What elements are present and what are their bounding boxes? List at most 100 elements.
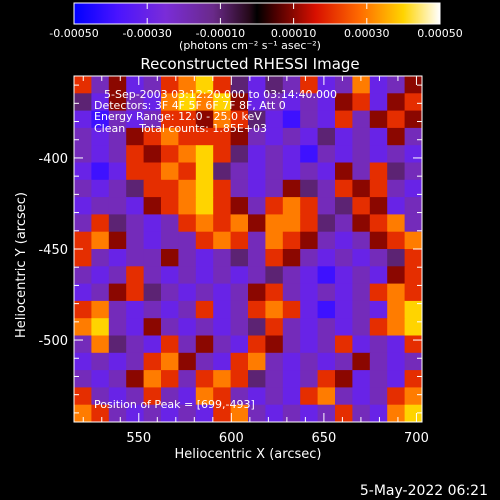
heatmap-cell: [404, 404, 422, 422]
heatmap-cell: [74, 266, 92, 285]
heatmap-cell: [161, 179, 179, 198]
heatmap-cell: [265, 197, 284, 215]
heatmap-cell: [248, 318, 266, 337]
colorbar-tick-label: 0.00050: [417, 27, 463, 40]
heatmap-cell: [335, 404, 353, 422]
heatmap-cell: [108, 318, 127, 337]
heatmap-cell: [335, 335, 353, 354]
heatmap-cell: [352, 197, 371, 215]
heatmap-cell: [108, 266, 127, 285]
heatmap-cell: [369, 318, 388, 337]
heatmap-cell: [230, 370, 249, 388]
heatmap-cell: [161, 318, 179, 337]
heatmap-cell: [369, 335, 388, 354]
heatmap-cell: [404, 179, 422, 198]
heatmap-cell: [282, 127, 301, 146]
heatmap-cell: [387, 249, 406, 267]
heatmap-cell: [213, 249, 232, 267]
heatmap-cell: [74, 179, 92, 198]
heatmap-cell: [282, 318, 301, 337]
heatmap-cell: [282, 162, 301, 181]
heatmap-cell: [161, 93, 179, 112]
heatmap-cell: [265, 404, 284, 422]
axis-ticks: 550 600 650 700 -400 -450 -500: [38, 76, 429, 446]
heatmap-cell: [248, 76, 266, 94]
heatmap-cell: [126, 214, 145, 233]
heatmap-cell: [91, 145, 110, 164]
heatmap-cell: [282, 387, 301, 406]
heatmap-cell: [387, 335, 406, 354]
heatmap-cell: [317, 404, 336, 422]
heatmap-cell: [265, 266, 284, 285]
heatmap-cell: [300, 179, 319, 198]
heatmap-cell: [404, 93, 422, 112]
heatmap-cell: [230, 249, 249, 267]
heatmap-cell: [282, 231, 301, 250]
heatmap-cell: [74, 127, 92, 146]
heatmap-cell: [300, 127, 319, 146]
heatmap-cell: [300, 387, 319, 406]
heatmap-cell: [178, 283, 197, 302]
heatmap-cell: [230, 162, 249, 181]
heatmap-cell: [282, 370, 301, 388]
heatmap-cell: [161, 197, 179, 215]
heatmap-cell: [404, 300, 422, 319]
heatmap-cell: [126, 352, 145, 371]
heatmap-cell: [352, 266, 371, 285]
heatmap-cell: [213, 370, 232, 388]
heatmap-cell: [195, 197, 214, 215]
heatmap-cell: [352, 179, 371, 198]
heatmap-cell: [126, 283, 145, 302]
heatmap-cell: [248, 179, 266, 198]
heatmap-cell: [335, 231, 353, 250]
heatmap-cell: [108, 93, 127, 112]
heatmap-cell: [369, 231, 388, 250]
heatmap-cell: [230, 145, 249, 164]
heatmap-cell: [387, 370, 406, 388]
heatmap-cell: [352, 404, 371, 422]
heatmap-cell: [143, 283, 162, 302]
heatmap-cell: [178, 318, 197, 337]
heatmap-cell: [91, 318, 110, 337]
heatmap-cell: [108, 300, 127, 319]
heatmap-cell: [213, 214, 232, 233]
heatmap-cell: [265, 249, 284, 267]
heatmap-cell: [317, 318, 336, 337]
heatmap-cell: [335, 318, 353, 337]
heatmap-cell: [265, 335, 284, 354]
heatmap-cell: [161, 300, 179, 319]
colorbar-tick-label: -0.00030: [122, 27, 171, 40]
heatmap-cell: [265, 300, 284, 319]
heatmap-cell: [352, 127, 371, 146]
heatmap-cell: [91, 335, 110, 354]
heatmap-cell: [352, 283, 371, 302]
heatmap-cell: [248, 283, 266, 302]
heatmap-cell: [404, 318, 422, 337]
heatmap-cell: [317, 145, 336, 164]
heatmap-cell: [178, 266, 197, 285]
heatmap-cell: [317, 214, 336, 233]
heatmap-cell: [74, 214, 92, 233]
heatmap-cell: [248, 300, 266, 319]
heatmap-cell: [178, 110, 197, 129]
heatmap-cell: [248, 249, 266, 267]
heatmap-cell: [161, 231, 179, 250]
heatmap-cell: [126, 76, 145, 94]
heatmap-cell: [213, 387, 232, 406]
heatmap-cell: [161, 266, 179, 285]
heatmap-cell: [282, 145, 301, 164]
heatmap-cell: [352, 93, 371, 112]
heatmap-cell: [352, 162, 371, 181]
heatmap-cell: [248, 145, 266, 164]
heatmap-cell: [91, 93, 110, 112]
heatmap-cell: [230, 231, 249, 250]
heatmap-cell: [317, 249, 336, 267]
heatmap-cell: [143, 387, 162, 406]
heatmap-cell: [387, 404, 406, 422]
clean-annotation: Clean Total counts: 1.85E+03: [94, 122, 267, 135]
heatmap-cell: [300, 335, 319, 354]
heatmap-cell: [317, 266, 336, 285]
heatmap-cell: [248, 387, 266, 406]
heatmap-cell: [178, 214, 197, 233]
heatmap-cell: [300, 283, 319, 302]
